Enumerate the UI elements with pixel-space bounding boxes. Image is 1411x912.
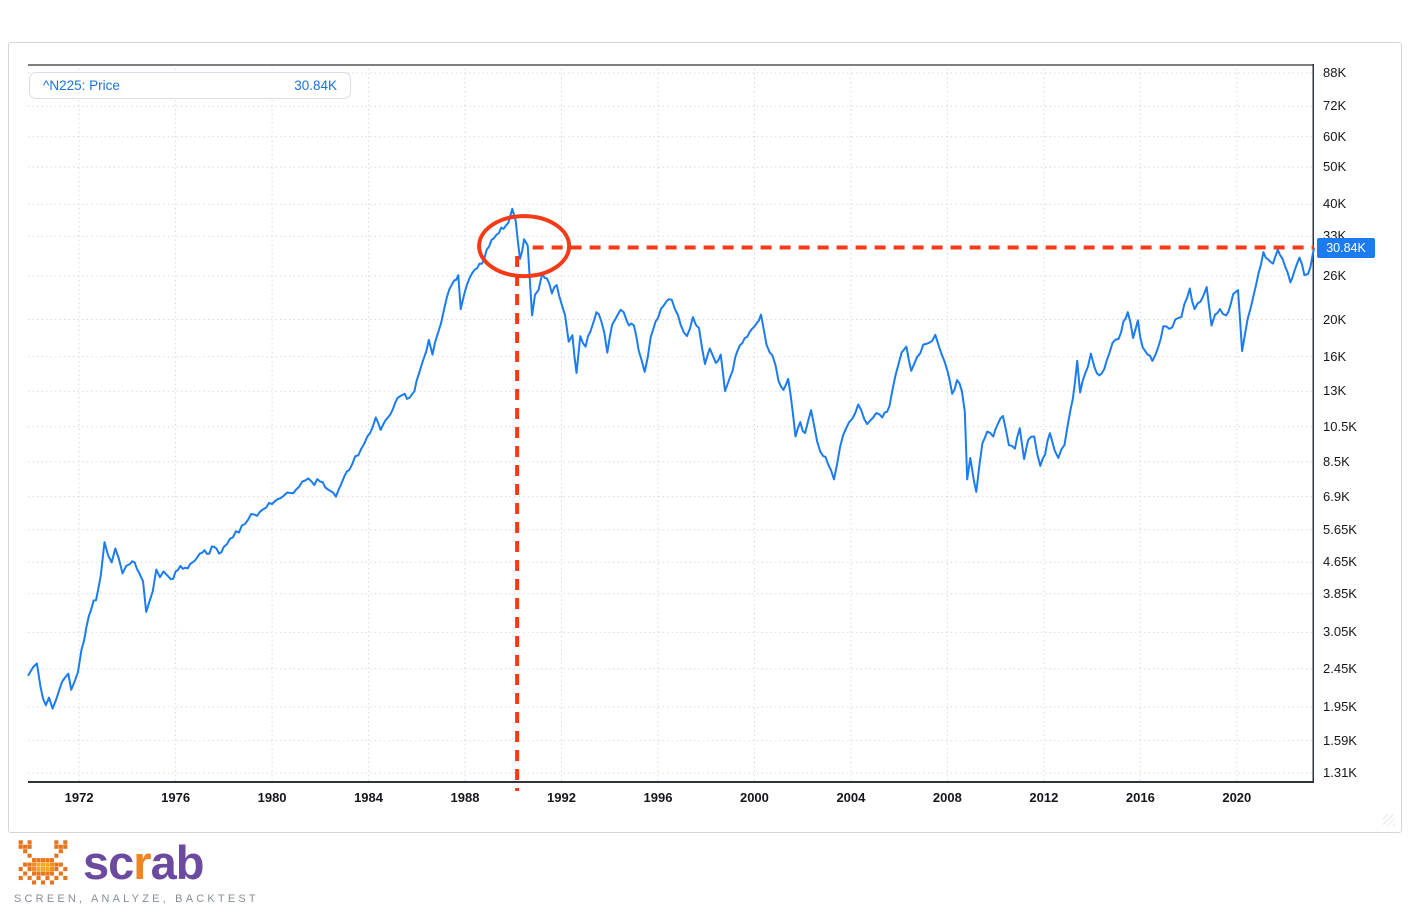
y-axis-tick-label: 4.65K xyxy=(1323,554,1357,570)
scrab-wordmark: scrab xyxy=(83,839,204,886)
y-axis-tick-label: 50K xyxy=(1323,159,1347,175)
y-axis-tick-label: 1.31K xyxy=(1323,765,1357,781)
resize-handle-icon[interactable] xyxy=(1383,814,1395,826)
y-axis-tick-label: 8.5K xyxy=(1323,453,1350,469)
annotation-peak-circle xyxy=(477,214,572,279)
x-axis-tick-label: 2000 xyxy=(739,790,769,805)
wordmark-letter-group: ab xyxy=(150,836,205,889)
x-axis-tick-label: 1988 xyxy=(450,790,480,805)
x-axis-tick-label: 1980 xyxy=(257,790,287,805)
y-axis-tick-label: 20K xyxy=(1323,311,1347,327)
x-axis-tick-label: 1984 xyxy=(354,790,383,805)
x-axis-tick-label: 2008 xyxy=(932,790,962,805)
chart-plot-area[interactable] xyxy=(27,64,1315,791)
legend-series-label: ^N225: Price xyxy=(43,78,120,93)
y-axis-tick-label: 1.59K xyxy=(1323,732,1357,748)
x-axis-tick-label: 1976 xyxy=(161,790,191,805)
wordmark-letter-group: r xyxy=(133,836,151,889)
y-axis-tick-label: 6.9K xyxy=(1323,488,1350,504)
y-axis-tick-label: 2.45K xyxy=(1323,660,1357,676)
scrab-tagline: SCREEN, ANALYZE, BACKTEST xyxy=(14,893,259,905)
last-price-tag: 30.84K xyxy=(1317,238,1375,258)
y-axis-tick-label: 3.05K xyxy=(1323,624,1357,640)
chart-panel: ^N225: Price 30.84K 30.84K 88K 72K 60K 50K 4… xyxy=(8,42,1402,833)
x-axis-tick-label: 2012 xyxy=(1029,790,1059,805)
crab-pixel-icon xyxy=(18,839,68,885)
wordmark-letter-group: sc xyxy=(83,836,134,889)
x-axis-tick-label: 1992 xyxy=(547,790,576,805)
y-axis-tick-label: 72K xyxy=(1323,98,1347,114)
legend-price-value: 30.84K xyxy=(294,78,337,93)
x-axis-tick-label: 2004 xyxy=(836,790,866,805)
x-axis-tick-label: 1996 xyxy=(643,790,673,805)
y-axis-tick-label: 1.95K xyxy=(1323,698,1357,714)
x-axis-tick-label: 2016 xyxy=(1125,790,1155,805)
y-axis-tick-label: 40K xyxy=(1323,196,1347,212)
gridlines xyxy=(28,64,1314,783)
y-axis-tick-label: 16K xyxy=(1323,348,1347,364)
y-axis-tick-label: 10.5K xyxy=(1323,418,1357,434)
y-axis-tick-label: 3.85K xyxy=(1323,585,1357,601)
scrab-logo: scrab SCREEN, ANALYZE, BACKTEST xyxy=(14,838,259,905)
price-line-series xyxy=(27,207,1315,710)
y-axis-tick-label: 88K xyxy=(1323,65,1347,81)
y-axis-tick-label: 26K xyxy=(1323,267,1347,283)
x-axis-tick-label: 1972 xyxy=(64,790,94,805)
y-axis-tick-label: 5.65K xyxy=(1323,521,1357,537)
legend-box[interactable]: ^N225: Price 30.84K xyxy=(29,72,351,99)
y-axis-tick-label: 60K xyxy=(1323,128,1347,144)
x-axis-tick-label: 2020 xyxy=(1222,790,1252,805)
y-axis-tick-label: 13K xyxy=(1323,383,1347,399)
